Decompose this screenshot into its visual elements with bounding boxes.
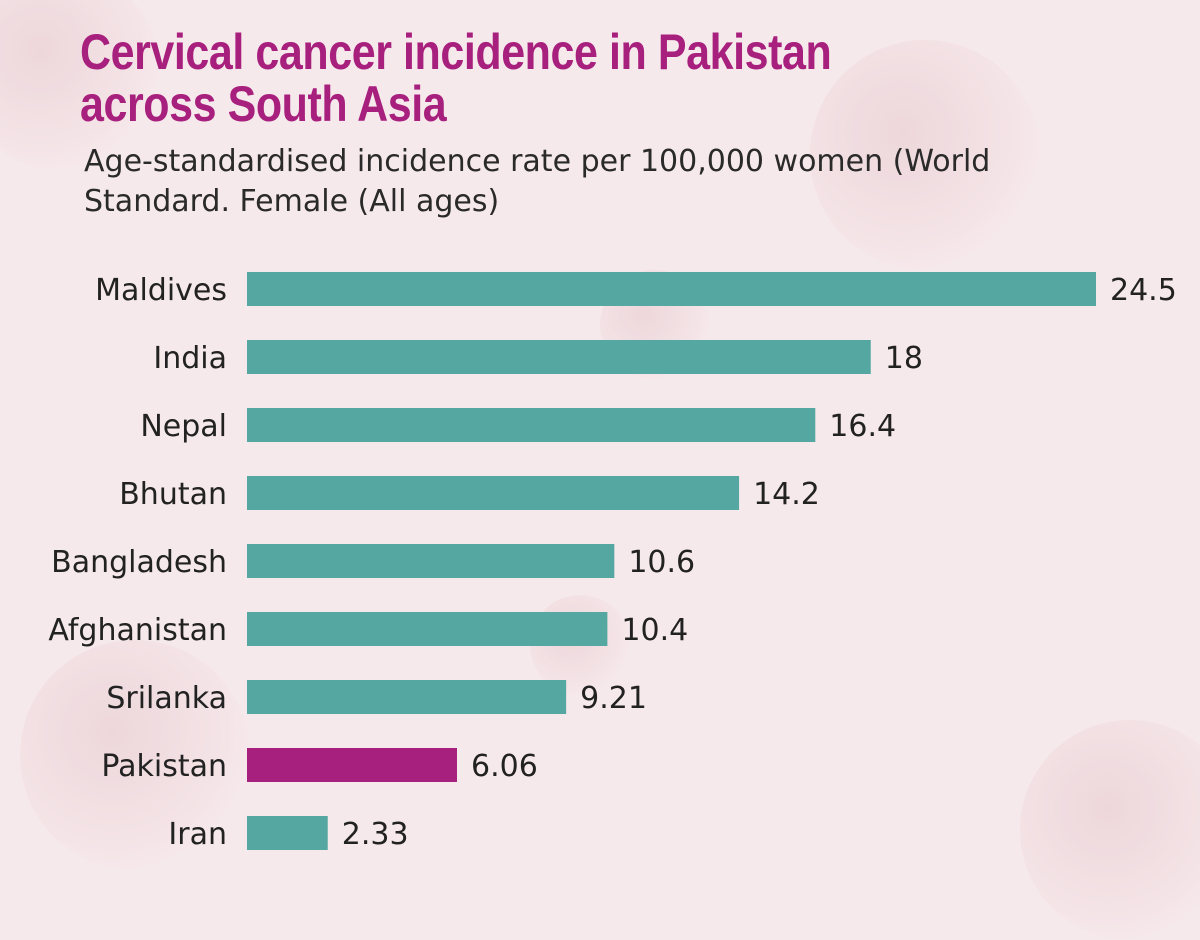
background-virus-blob bbox=[810, 40, 1040, 270]
value-label-bhutan: 14.2 bbox=[753, 477, 820, 512]
bar-chart: Maldives 24.5 India 18 Nepal 16.4 Bhutan 14.2 Ba… bbox=[48, 272, 1177, 852]
bar-india bbox=[247, 340, 871, 374]
bar-maldives bbox=[247, 272, 1096, 306]
background-virus-blob bbox=[20, 640, 250, 870]
category-label-pakistan: Pakistan bbox=[101, 749, 227, 784]
category-label-afghanistan: Afghanistan bbox=[48, 613, 227, 648]
bar-bhutan bbox=[247, 476, 740, 510]
value-label-bangladesh: 10.6 bbox=[628, 545, 695, 580]
category-label-bangladesh: Bangladesh bbox=[51, 545, 227, 580]
value-label-nepal: 16.4 bbox=[829, 409, 896, 444]
category-label-srilanka: Srilanka bbox=[106, 681, 227, 716]
value-label-iran: 2.33 bbox=[342, 817, 409, 852]
chart-subtitle: Age-standardised incidence rate per 100,… bbox=[84, 144, 991, 219]
bar-nepal bbox=[247, 408, 816, 442]
bar-iran bbox=[247, 816, 328, 850]
category-label-nepal: Nepal bbox=[140, 409, 227, 444]
value-label-maldives: 24.5 bbox=[1110, 273, 1177, 308]
bar-bangladesh bbox=[247, 544, 615, 578]
bar-pakistan bbox=[247, 748, 457, 782]
category-label-iran: Iran bbox=[168, 817, 227, 852]
category-label-india: India bbox=[153, 341, 227, 376]
chart-title: Cervical cancer incidence in Pakistan ac… bbox=[80, 24, 832, 132]
value-label-srilanka: 9.21 bbox=[580, 681, 647, 716]
bar-afghanistan bbox=[247, 612, 608, 646]
category-label-bhutan: Bhutan bbox=[119, 477, 227, 512]
bar-srilanka bbox=[247, 680, 567, 714]
value-label-pakistan: 6.06 bbox=[471, 749, 538, 784]
category-label-maldives: Maldives bbox=[95, 273, 227, 308]
value-label-afghanistan: 10.4 bbox=[621, 613, 688, 648]
value-label-india: 18 bbox=[885, 341, 923, 376]
